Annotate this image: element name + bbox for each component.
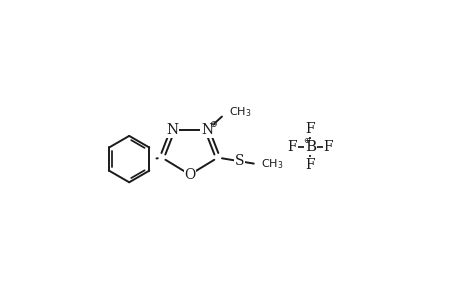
Text: F: F: [305, 158, 314, 172]
Text: ⊕: ⊕: [208, 120, 216, 129]
Text: S: S: [234, 154, 243, 168]
Text: N: N: [201, 123, 213, 137]
Text: F: F: [305, 122, 314, 136]
Text: CH$_3$: CH$_3$: [260, 157, 283, 171]
Text: B: B: [304, 140, 315, 154]
Text: F: F: [323, 140, 332, 154]
Text: O: O: [184, 168, 195, 182]
Text: F: F: [287, 140, 297, 154]
Text: CH$_3$: CH$_3$: [228, 106, 251, 119]
Text: N: N: [166, 123, 178, 137]
Text: ⊕: ⊕: [302, 136, 309, 145]
